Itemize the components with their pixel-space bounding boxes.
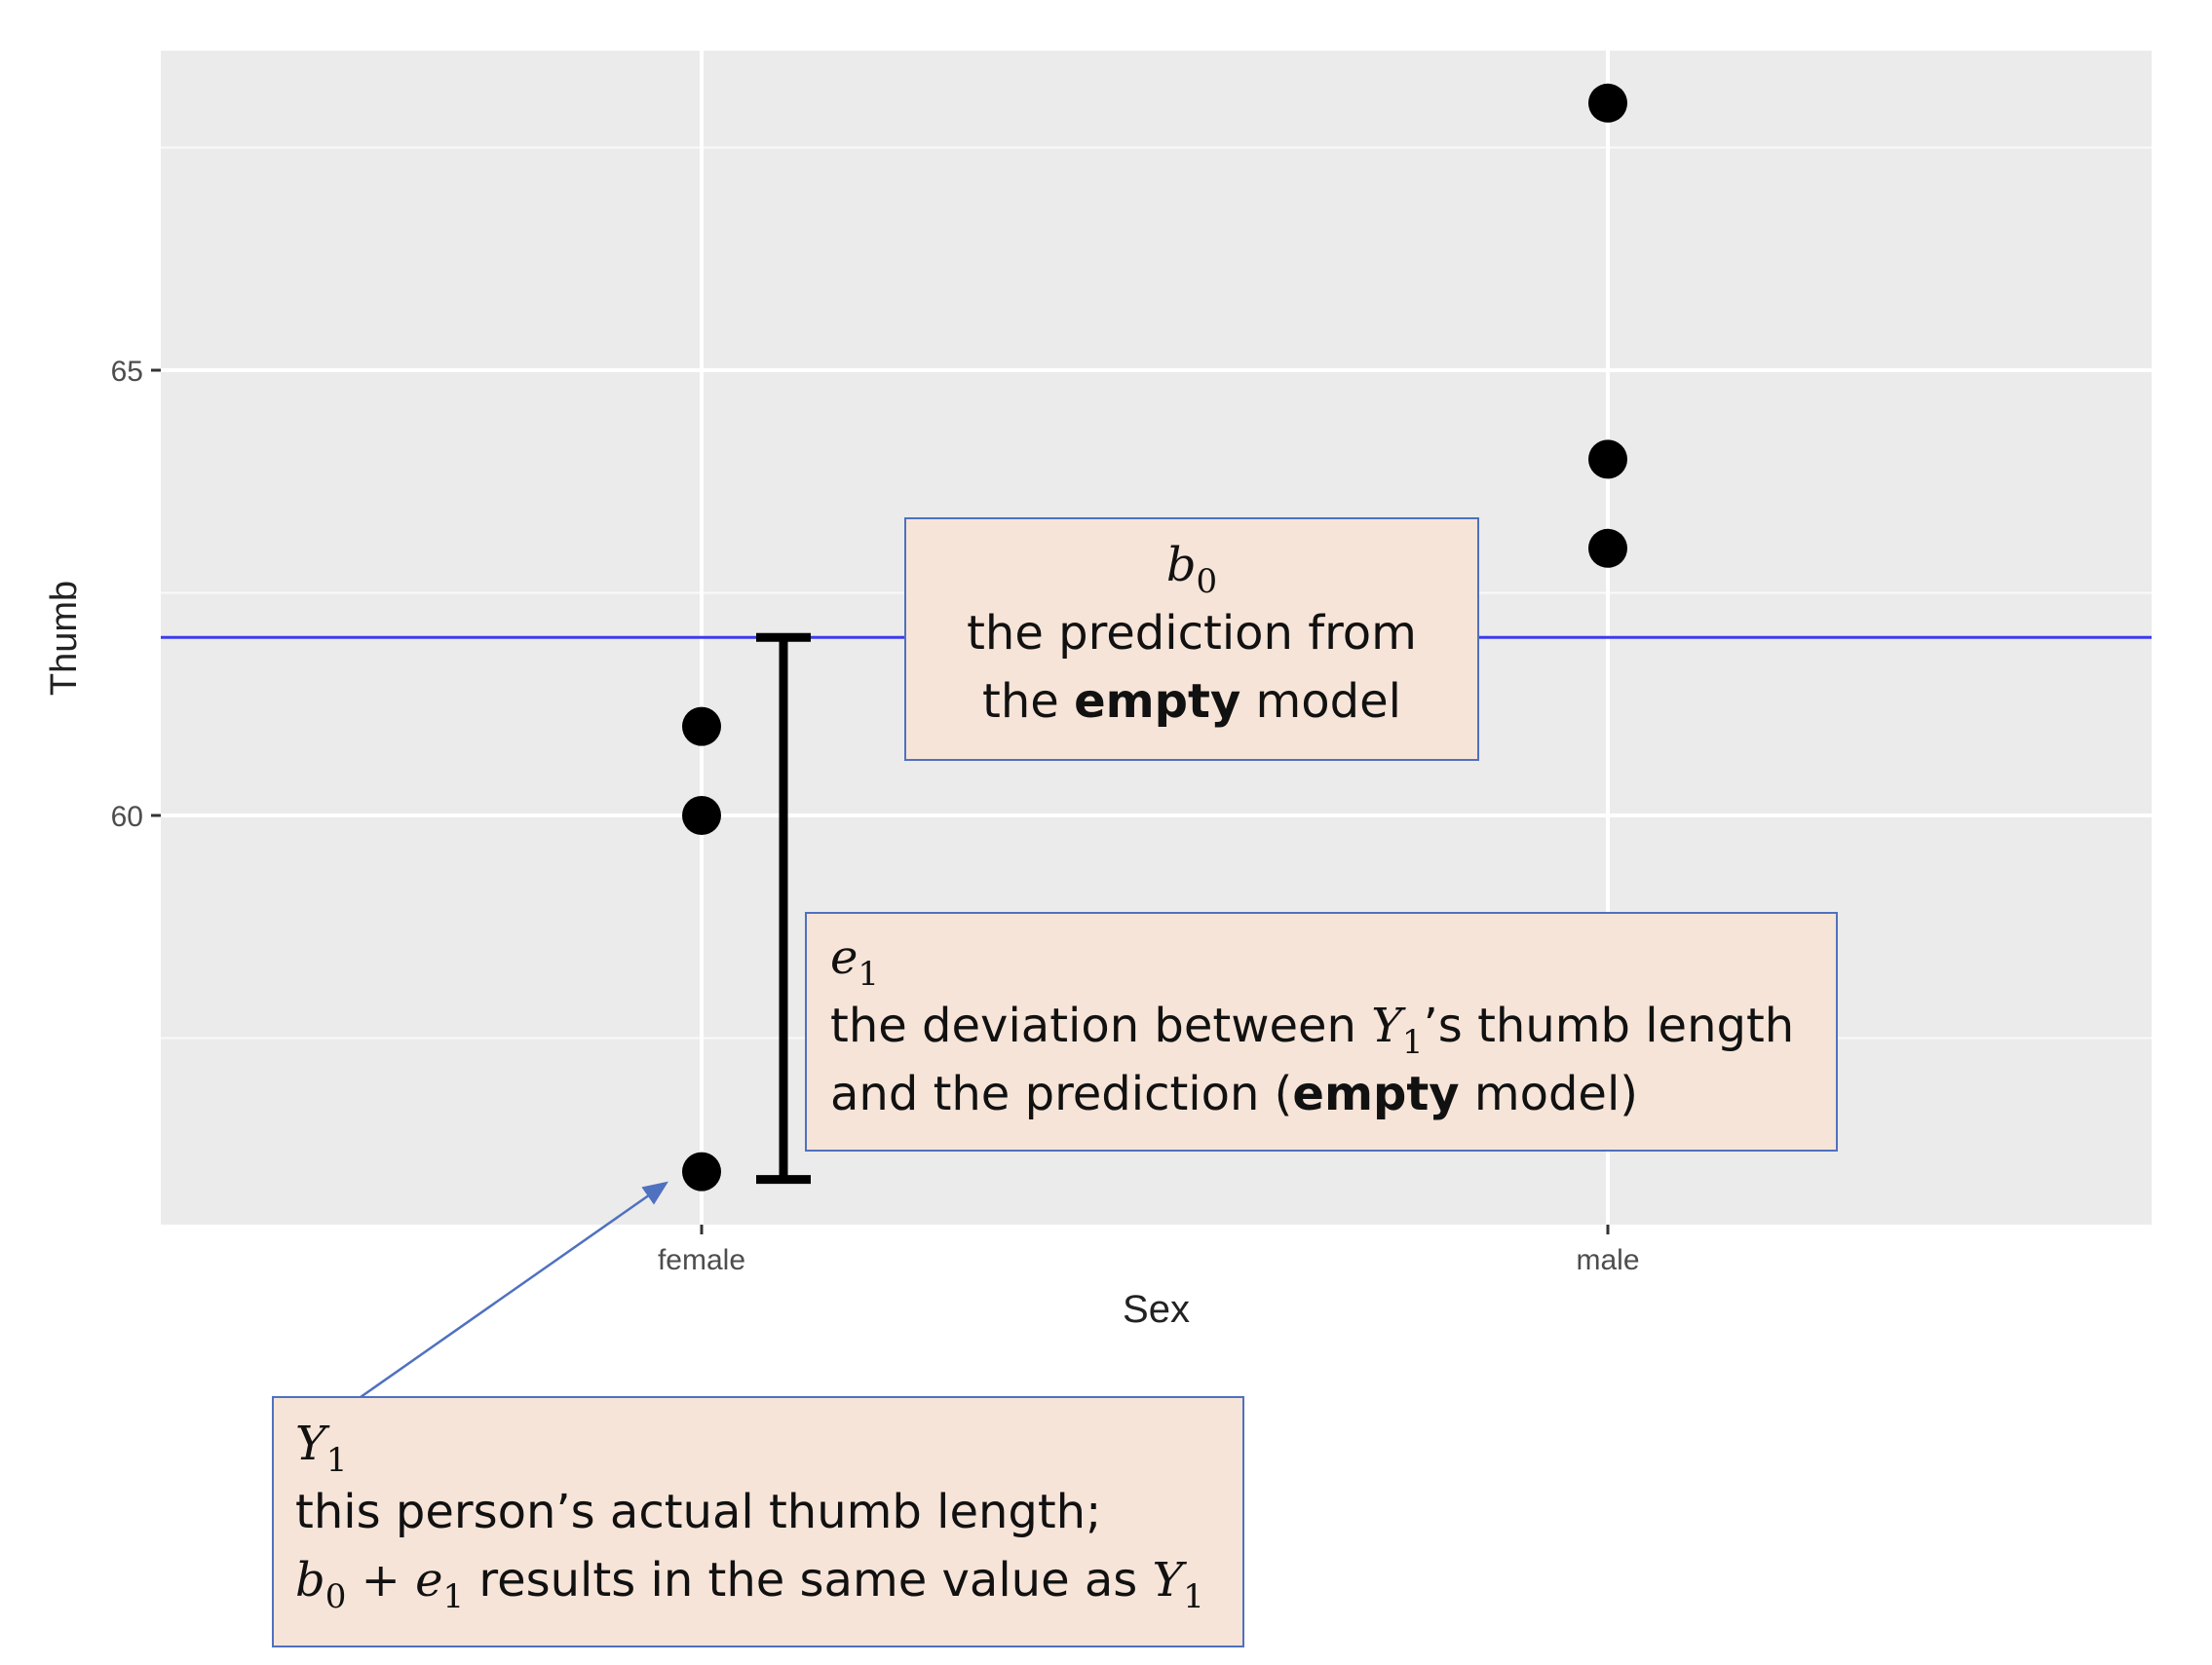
e1-line-2-post: model) (1459, 1067, 1639, 1121)
b0-annotation-box: b0 the prediction from the empty model (904, 517, 1479, 761)
y1-line-2-y: Y (1152, 1553, 1184, 1608)
y1-line-1: this person’s actual thumb length; (295, 1485, 1102, 1539)
y1-line-2-mid: results in the same value as (464, 1553, 1153, 1608)
y-axis: 60 65 Thumb (44, 356, 161, 833)
e1-subscript: 1 (858, 955, 880, 994)
b0-symbol: b (1165, 538, 1197, 592)
y1-line-2-y-subscript: 1 (1183, 1577, 1204, 1616)
data-point-female (682, 706, 721, 746)
e1-line-1-pre: the deviation between (830, 999, 1372, 1053)
e1-line-1-post: ’s thumb length (1423, 999, 1795, 1053)
b0-line-2-post: model (1240, 674, 1401, 729)
y1-subscript: 1 (325, 1441, 348, 1480)
y-axis-label: Thumb (44, 581, 85, 696)
annotation-arrow (360, 1181, 668, 1399)
x-tick-label: female (658, 1244, 745, 1276)
b0-line-2-bold: empty (1074, 674, 1241, 729)
y1-symbol: Y (295, 1417, 326, 1471)
data-point-female (682, 796, 721, 835)
data-point-male (1588, 83, 1627, 123)
data-points (682, 83, 1627, 1192)
data-point-male (1588, 528, 1627, 568)
b0-line-1: the prediction from (967, 606, 1417, 661)
x-axis-label: Sex (1123, 1288, 1190, 1331)
residual-error-bar (756, 632, 811, 1185)
arrow-head (641, 1181, 668, 1205)
y1-annotation-box: Y1 this person’s actual thumb length; b0… (272, 1396, 1244, 1647)
arrow-shaft (360, 1190, 656, 1399)
data-point-male (1588, 439, 1627, 479)
e1-line-1-symbol: Y (1371, 999, 1402, 1053)
y1-line-2-e-subscript: 1 (442, 1577, 465, 1616)
y-tick-label: 65 (111, 356, 143, 388)
x-tick-label: male (1576, 1244, 1639, 1276)
e1-line-1-subscript: 1 (1401, 1023, 1424, 1062)
b0-subscript: 0 (1196, 562, 1218, 601)
y1-line-2-b: b (295, 1553, 325, 1608)
data-point-female (682, 1152, 721, 1192)
y1-line-2-b-subscript: 0 (324, 1577, 347, 1616)
y1-line-2-plus: + (346, 1553, 416, 1608)
x-axis: female male Sex (658, 1225, 1640, 1331)
e1-line-2-pre: and the prediction ( (830, 1067, 1293, 1121)
e1-annotation-box: e1 the deviation between Y1’s thumb leng… (805, 912, 1838, 1152)
e1-line-2-bold: empty (1292, 1067, 1460, 1121)
y1-line-2-e: e (415, 1553, 443, 1608)
e1-symbol: e (830, 930, 858, 985)
b0-line-2-pre: the (982, 674, 1075, 729)
y-tick-label: 60 (111, 801, 143, 833)
